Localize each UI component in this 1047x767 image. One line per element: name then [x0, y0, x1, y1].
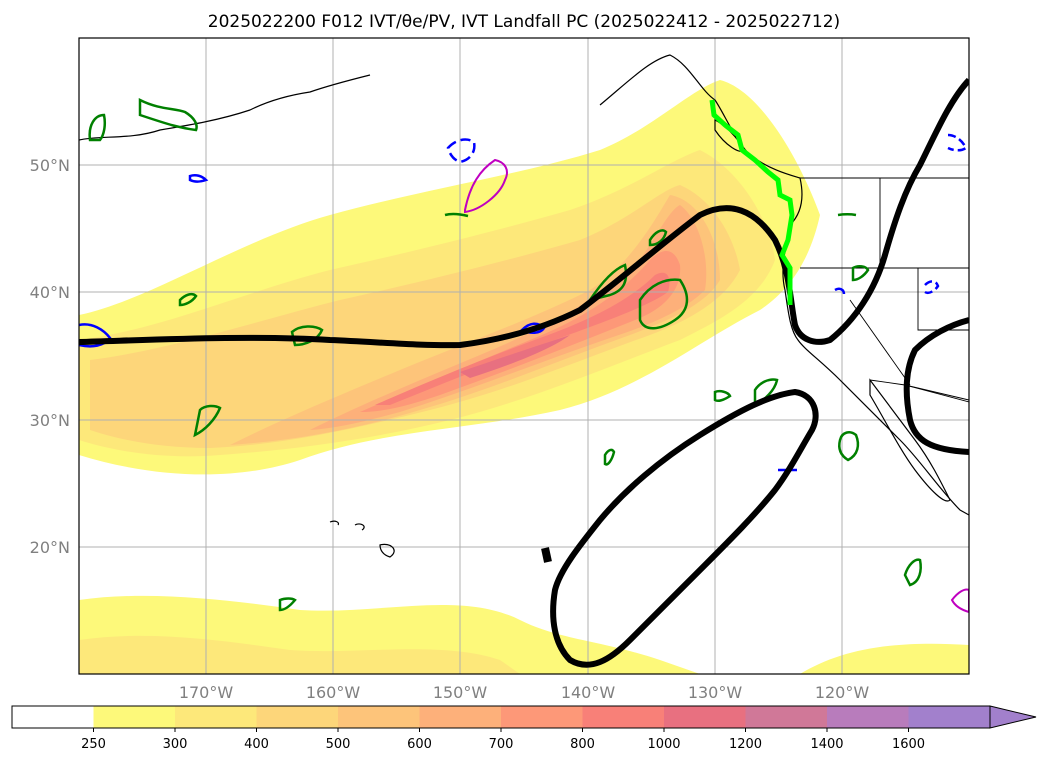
ivt-band-400 [90, 185, 740, 448]
ivt-band-300-south [79, 635, 520, 674]
lon-label: 140°W [561, 683, 616, 702]
colorbar-cell [501, 706, 583, 728]
ivt-band-700 [360, 250, 681, 412]
graticule [79, 38, 969, 674]
colorbar-level-label: 800 [570, 737, 595, 752]
colorbar-cell [175, 706, 257, 728]
ivt-landfall-line [709, 99, 795, 305]
lon-label: 170°W [179, 683, 234, 702]
theta-e-positive-contours [88, 97, 922, 612]
colorbar-level-label: 300 [163, 737, 188, 752]
lon-label: 150°W [433, 683, 488, 702]
colorbar-level-label: 1400 [810, 737, 843, 752]
lat-tick-labels: 50°N 40°N 30°N 20°N [30, 156, 70, 557]
ivt-band-1000 [460, 335, 570, 378]
colorbar-cell [664, 706, 746, 728]
lat-label: 50°N [30, 156, 70, 175]
colorbar-level-label: 1200 [729, 737, 762, 752]
colorbar-level-label: 600 [407, 737, 432, 752]
colorbar-level-label: 1600 [892, 737, 925, 752]
lon-label: 130°W [688, 683, 743, 702]
ivt-landfall-pc-contours [79, 77, 969, 668]
lon-label: 120°W [815, 683, 870, 702]
lat-label: 40°N [30, 283, 70, 302]
map-plot-area [78, 37, 970, 675]
colorbar-cell [745, 706, 828, 728]
colorbar-cell [12, 706, 94, 728]
colorbar-level-label: 700 [489, 737, 514, 752]
colorbar-cell [338, 706, 420, 728]
figure-title: 2025022200 F012 IVT/θe/PV, IVT Landfall … [208, 12, 840, 32]
colorbar-cell [582, 706, 665, 728]
pv-contours [464, 158, 969, 614]
lon-label: 160°W [306, 683, 361, 702]
colorbar-cell [256, 706, 339, 728]
lon-tick-labels: 170°W 160°W 150°W 140°W 130°W 120°W [179, 683, 870, 702]
colorbar-cell [827, 706, 909, 728]
alaska-coast [79, 74, 371, 141]
colorbar-extend-arrow [989, 705, 1037, 729]
hawaii-islands [329, 520, 395, 558]
lat-label: 20°N [30, 538, 70, 557]
baja-california [869, 378, 951, 502]
us-state-borders [800, 178, 969, 401]
map-frame [78, 37, 970, 675]
colorbar-level-label: 500 [326, 737, 351, 752]
colorbar-level-label: 250 [81, 737, 106, 752]
colorbar-level-label: 400 [244, 737, 269, 752]
ivt-filled-contours [79, 80, 969, 674]
colorbar-cell [419, 706, 502, 728]
lat-label: 30°N [30, 411, 70, 430]
colorbar-cell [93, 706, 176, 728]
colorbar: 250 300 400 500 600 700 800 1000 1200 1400 1600 [11, 705, 1037, 752]
colorbar-cell [908, 706, 991, 728]
colorbar-level-label: 1000 [647, 737, 680, 752]
